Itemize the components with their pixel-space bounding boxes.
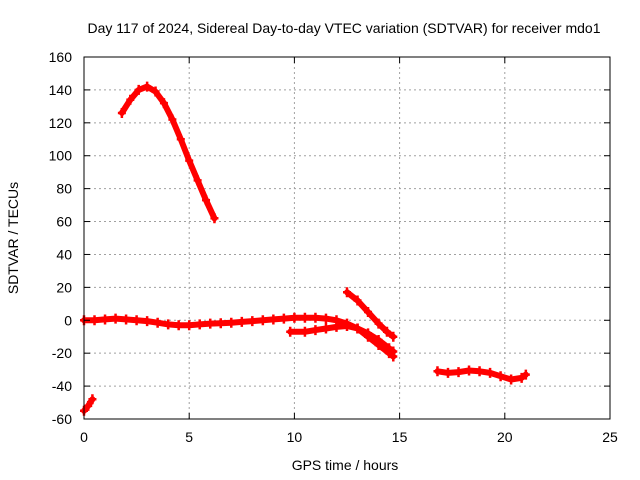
data-point	[454, 367, 463, 378]
data-point	[176, 134, 185, 145]
x-tick-label: 20	[497, 429, 513, 445]
data-point	[122, 314, 131, 325]
data-point	[143, 81, 152, 92]
data-point	[521, 369, 530, 380]
y-tick-label: 60	[56, 214, 72, 230]
data-point	[237, 316, 246, 327]
y-axis-ticks: -60 -40 -20 0 20 40 60 80 100 120 140 160	[49, 49, 610, 427]
data-point	[111, 313, 120, 324]
y-tick-label: 0	[64, 312, 72, 328]
x-axis-label: GPS time / hours	[292, 457, 399, 473]
data-point	[300, 312, 309, 323]
data-point	[374, 318, 383, 329]
data-point	[311, 325, 320, 336]
data-point	[216, 318, 225, 329]
data-point	[151, 86, 160, 97]
data-point	[269, 314, 278, 325]
data-point	[134, 84, 143, 95]
x-tick-label: 25	[602, 429, 618, 445]
data-point	[343, 321, 351, 332]
data-point	[185, 320, 194, 331]
data-point	[227, 317, 236, 328]
series-arc4	[118, 83, 218, 222]
series-arc6	[434, 367, 529, 383]
y-tick-label: 20	[56, 279, 72, 295]
data-point	[210, 213, 219, 224]
data-point	[185, 155, 194, 166]
x-tick-label: 15	[392, 429, 408, 445]
data-point	[174, 320, 183, 331]
data-point	[153, 317, 162, 328]
data-point	[193, 175, 202, 186]
data-point	[290, 312, 299, 323]
data-point	[496, 371, 505, 382]
data-point	[286, 326, 295, 337]
data-point	[475, 366, 484, 377]
grid	[84, 57, 610, 419]
data-point	[443, 367, 452, 378]
chart-title: Day 117 of 2024, Sidereal Day-to-day VTE…	[87, 20, 600, 36]
y-tick-label: 120	[49, 115, 73, 131]
data-point	[353, 323, 362, 334]
y-tick-label: 160	[49, 49, 73, 65]
y-tick-label: -40	[52, 378, 72, 394]
x-tick-label: 10	[287, 429, 303, 445]
data-point	[507, 374, 516, 385]
data-point	[374, 335, 383, 346]
data-point	[168, 114, 177, 125]
data-point	[433, 366, 442, 377]
data-point	[321, 313, 330, 324]
data-point	[206, 318, 215, 329]
data-point	[300, 326, 309, 337]
data-point	[465, 365, 474, 376]
y-axis-label: SDTVAR / TECUs	[5, 182, 21, 294]
y-tick-label: -20	[52, 345, 72, 361]
y-tick-label: 140	[49, 82, 73, 98]
data-point	[132, 315, 141, 326]
data-point	[364, 328, 373, 339]
data-point	[195, 319, 204, 330]
data-point	[364, 307, 373, 318]
data-point	[90, 315, 99, 326]
data-point	[389, 331, 398, 342]
y-tick-label: -60	[52, 411, 72, 427]
data-point	[248, 316, 257, 327]
y-tick-label: 40	[56, 246, 72, 262]
data-series	[80, 81, 530, 416]
data-point	[343, 287, 351, 298]
y-tick-label: 100	[49, 148, 73, 164]
data-point	[143, 316, 152, 327]
data-point	[517, 372, 526, 383]
data-point	[311, 312, 320, 323]
data-point	[164, 319, 173, 330]
x-tick-label: 5	[185, 429, 193, 445]
data-point	[385, 343, 394, 354]
data-point	[382, 326, 391, 337]
data-point	[202, 195, 211, 206]
x-tick-label: 0	[80, 429, 88, 445]
data-point	[486, 367, 495, 378]
data-point	[88, 394, 97, 405]
plot-frame	[83, 56, 611, 420]
data-point	[321, 323, 330, 334]
data-point	[279, 313, 288, 324]
data-point	[332, 321, 341, 332]
y-tick-label: 80	[56, 181, 72, 197]
x-axis-ticks: 0 5 10 15 20 25	[80, 57, 618, 445]
data-point	[101, 314, 110, 325]
data-point	[84, 400, 93, 411]
data-point	[258, 315, 267, 326]
data-point	[389, 346, 398, 357]
data-point	[117, 107, 126, 118]
data-point	[353, 295, 362, 306]
data-point	[159, 98, 168, 109]
data-point	[126, 94, 135, 105]
